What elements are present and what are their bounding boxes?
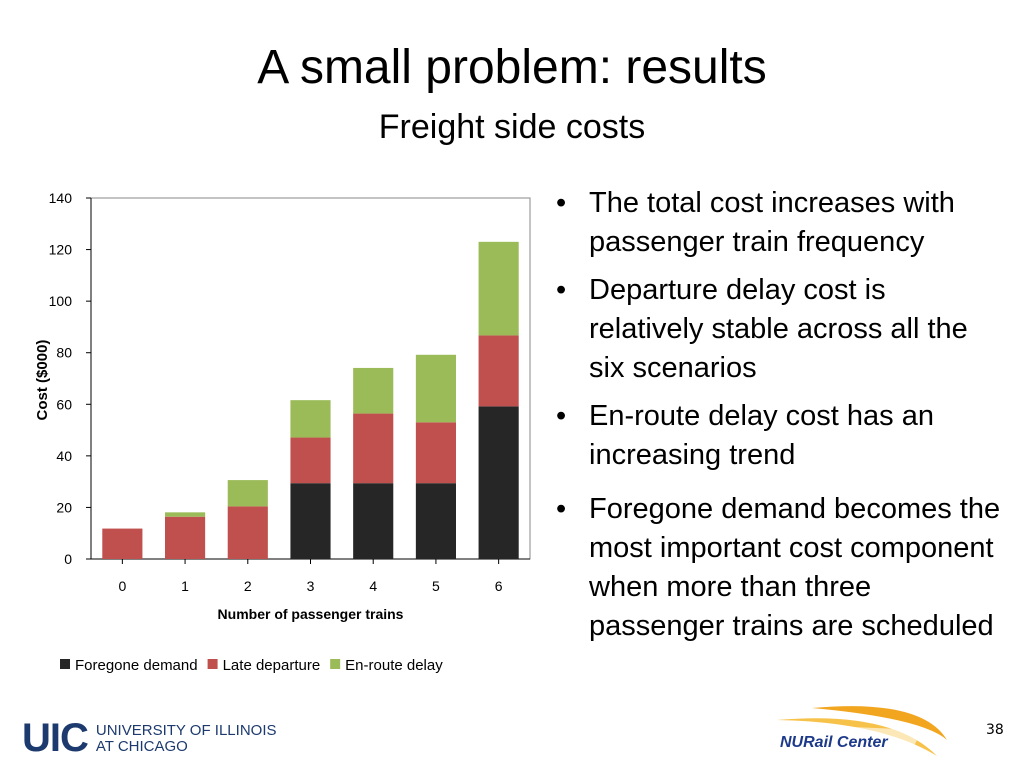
x-axis-title: Number of passenger trains xyxy=(218,606,404,622)
y-tick-label: 120 xyxy=(49,242,73,258)
nurail-logo: NURail Center xyxy=(777,706,947,756)
bar-segment xyxy=(102,528,143,559)
uic-logo-mark: UIC xyxy=(22,716,89,760)
bar-segment xyxy=(415,483,456,559)
bar-segment xyxy=(353,483,394,559)
page-number: 38 xyxy=(986,722,1004,738)
y-tick-label: 20 xyxy=(56,499,72,515)
y-tick-label: 100 xyxy=(49,293,73,309)
bar-segment xyxy=(353,367,394,414)
x-tick-label: 4 xyxy=(369,578,377,594)
bar-segment xyxy=(478,406,519,559)
x-tick-label: 2 xyxy=(244,578,252,594)
bar-segment xyxy=(290,483,331,559)
bar-segment xyxy=(227,506,268,559)
legend-label: Foregone demand xyxy=(75,657,198,674)
y-tick-label: 60 xyxy=(56,396,72,412)
legend-swatch xyxy=(60,659,70,669)
y-axis-title: Cost ($000) xyxy=(34,340,51,421)
legend-swatch xyxy=(207,659,218,669)
legend-label: Late departure xyxy=(223,657,321,674)
bar-segment xyxy=(478,241,519,336)
x-tick-label: 1 xyxy=(181,578,189,594)
x-tick-label: 3 xyxy=(307,578,315,594)
bar-segment xyxy=(290,400,331,438)
legend-swatch xyxy=(330,659,341,669)
stacked-bar-chart: 0 20 40 60 80 100 120 140 0 1 2 3 4 5 6 Number of passe… xyxy=(34,190,531,674)
bar-segment xyxy=(415,422,456,484)
bullet-list: The total cost increases with passenger … xyxy=(556,184,1006,646)
bar-segment xyxy=(290,437,331,484)
bar-segment xyxy=(478,335,519,407)
uic-logo-text: AT CHICAGO xyxy=(95,737,188,755)
bullet-item: Foregone demand becomes the most importa… xyxy=(556,490,1006,646)
nurail-logo-text: NURail Center xyxy=(780,734,888,751)
bar-segment xyxy=(165,512,206,517)
legend-label: En-route delay xyxy=(345,657,443,674)
bullet-item: The total cost increases with passenger … xyxy=(556,184,1006,262)
uic-logo: UIC UNIVERSITY OF ILLINOIS AT CHICAGO xyxy=(22,716,277,761)
uic-logo-text: UNIVERSITY OF ILLINOIS xyxy=(95,721,277,739)
slide-title: A small problem: results xyxy=(257,41,767,94)
y-tick-label: 140 xyxy=(49,190,73,206)
x-tick-label: 0 xyxy=(118,578,126,594)
x-tick-label: 6 xyxy=(495,578,503,594)
y-tick-label: 0 xyxy=(64,551,72,567)
bar-segment xyxy=(353,413,394,484)
x-tick-label: 5 xyxy=(432,578,440,594)
y-tick-label: 80 xyxy=(56,345,72,361)
y-tick-label: 40 xyxy=(56,448,72,464)
bar-segment xyxy=(165,516,206,559)
bar-segment xyxy=(415,354,456,423)
bullet-item: En-route delay cost has an increasing tr… xyxy=(556,397,1006,475)
bar-segment xyxy=(227,480,268,507)
bullet-item: Departure delay cost is relatively stabl… xyxy=(556,271,1006,388)
slide-subtitle: Freight side costs xyxy=(378,108,646,146)
